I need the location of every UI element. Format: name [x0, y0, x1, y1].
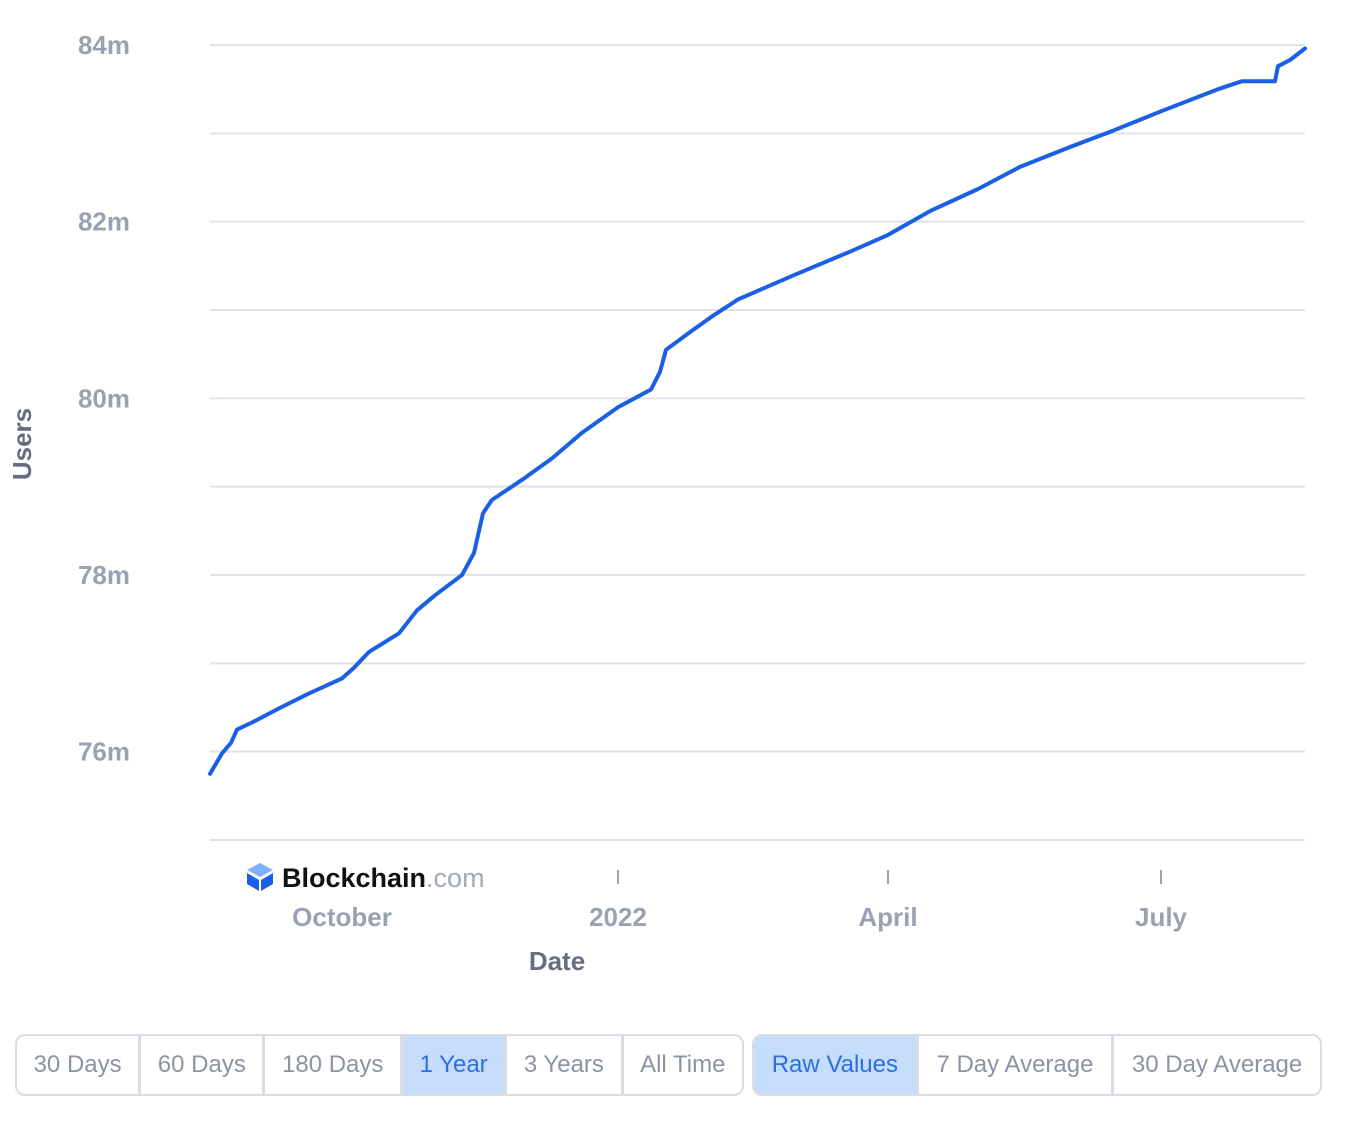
- range-30-days-button[interactable]: 30 Days: [17, 1036, 142, 1094]
- x-tick-label: October: [292, 902, 392, 932]
- blockchain-logo: Blockchain.com: [247, 863, 485, 893]
- x-axis: October 2022 April July: [292, 870, 1188, 932]
- y-tick-label: 76m: [78, 737, 130, 767]
- y-axis-title: Users: [7, 408, 37, 480]
- blockchain-cube-icon: [247, 863, 273, 891]
- smoothing-7-day-average-button[interactable]: 7 Day Average: [918, 1036, 1115, 1094]
- y-tick-label: 80m: [78, 383, 130, 413]
- range-3-years-button[interactable]: 3 Years: [507, 1036, 624, 1094]
- logo-suffix: .com: [426, 863, 485, 893]
- x-tick-label: April: [858, 902, 917, 932]
- series-line: [208, 46, 1307, 776]
- range-all-time-button[interactable]: All Time: [623, 1036, 742, 1094]
- x-axis-title: Date: [529, 946, 585, 976]
- smoothing-raw-values-button[interactable]: Raw Values: [754, 1036, 919, 1094]
- range-1-year-button[interactable]: 1 Year: [403, 1036, 508, 1094]
- range-button-group: 30 Days 60 Days 180 Days 1 Year 3 Years All T…: [15, 1034, 744, 1096]
- range-60-days-button[interactable]: 60 Days: [141, 1036, 266, 1094]
- y-tick-label: 78m: [78, 560, 130, 590]
- y-tick-label: 84m: [78, 30, 130, 60]
- range-180-days-button[interactable]: 180 Days: [265, 1036, 403, 1094]
- grid: [210, 44, 1305, 841]
- users-chart: 76m 78m 80m 82m 84m October 2022 April July Use…: [7, 30, 1307, 976]
- smoothing-30-day-average-button[interactable]: 30 Day Average: [1114, 1036, 1320, 1094]
- svg-text:Blockchain.com: Blockchain.com: [282, 863, 485, 893]
- x-tick-label: July: [1135, 902, 1188, 932]
- x-tick-label: 2022: [589, 902, 647, 932]
- y-tick-label: 82m: [78, 207, 130, 237]
- logo-name: Blockchain: [282, 863, 426, 893]
- smoothing-button-group: Raw Values 7 Day Average 30 Day Average: [752, 1034, 1322, 1096]
- y-axis: 76m 78m 80m 82m 84m: [78, 30, 130, 767]
